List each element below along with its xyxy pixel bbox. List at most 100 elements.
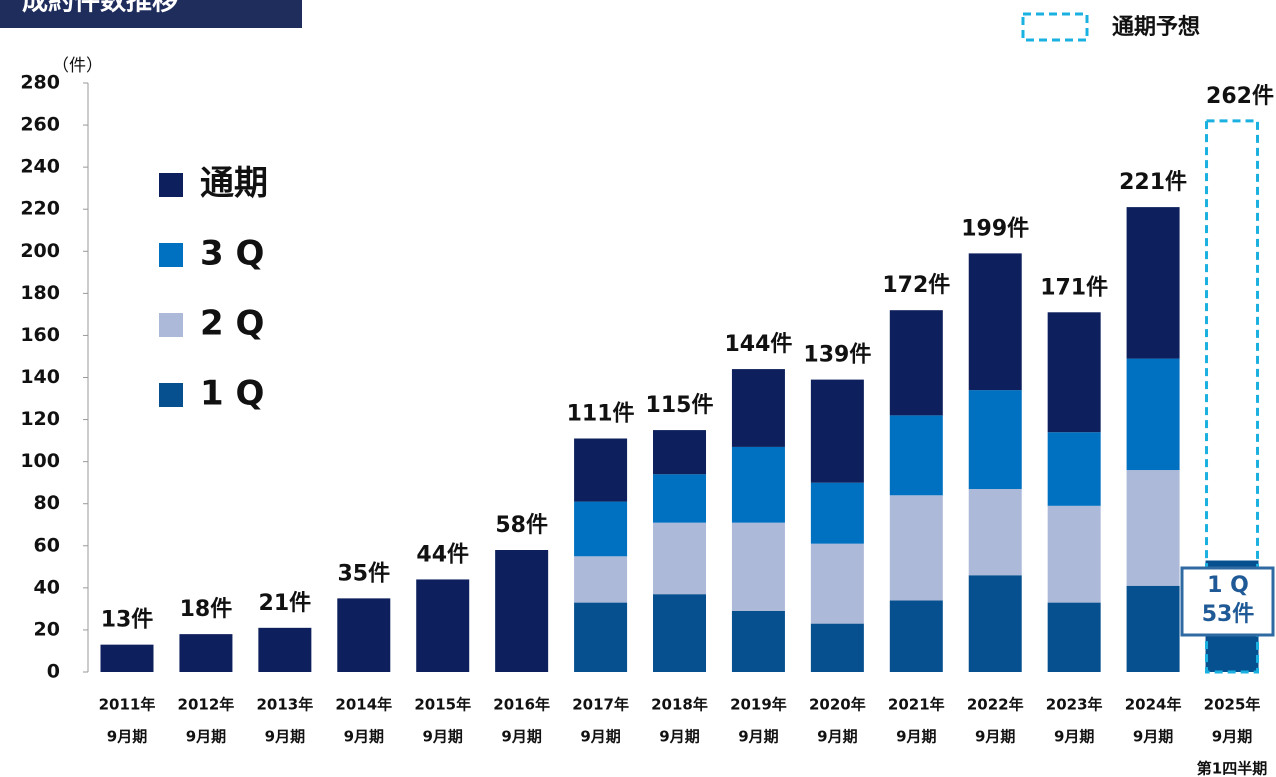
x-tick-label: 9月期: [265, 728, 305, 746]
x-tick-label: 2024年: [1125, 696, 1182, 714]
x-tick-label: 2021年: [888, 696, 945, 714]
y-tick-label: 60: [34, 534, 60, 556]
bar-segment: [810, 623, 864, 672]
x-tick-label: 2022年: [967, 696, 1024, 714]
q1-box-value: 53件: [1202, 602, 1255, 627]
x-tick-label: 9月期: [817, 728, 857, 746]
total-label: 35件: [337, 561, 390, 586]
x-tick-label: 9月期: [1054, 728, 1094, 746]
legend-swatch: [159, 383, 183, 407]
forecast-label: 262件: [1206, 84, 1274, 109]
x-tick-label: 第1四半期: [1197, 760, 1267, 777]
bar-segment: [574, 602, 628, 672]
y-tick-label: 140: [20, 366, 60, 388]
bar-segment: [968, 575, 1022, 672]
bar-segment: [1126, 358, 1180, 471]
bar-segment: [258, 627, 312, 672]
total-label: 139件: [803, 343, 871, 368]
x-tick-label: 9月期: [580, 728, 620, 746]
bar-segment: [1126, 585, 1180, 672]
bar-segment: [968, 488, 1022, 576]
forecast-bar: [1205, 119, 1260, 674]
bar-segment: [731, 446, 785, 523]
y-tick-label: 40: [34, 576, 60, 598]
x-tick-label: 9月期: [975, 728, 1015, 746]
x-tick-label: 2013年: [256, 696, 313, 714]
legend-label: 通期予想: [1112, 15, 1200, 40]
bar-segment: [653, 430, 707, 475]
x-tick-label: 9月期: [107, 728, 147, 746]
total-label: 58件: [495, 513, 548, 538]
bar-segment: [1047, 602, 1101, 672]
y-tick-label: 120: [20, 408, 60, 430]
legend-swatch: [1021, 12, 1089, 42]
x-tick-label: 9月期: [1133, 728, 1173, 746]
x-tick-label: 2011年: [99, 696, 156, 714]
total-label: 144件: [724, 332, 792, 357]
y-tick-label: 20: [34, 618, 60, 640]
x-tick-label: 9月期: [344, 728, 384, 746]
total-label: 172件: [882, 273, 950, 298]
bar-segment: [574, 556, 628, 603]
bar-segment: [810, 379, 864, 483]
bar-segment: [731, 369, 785, 447]
bar-segment: [100, 644, 154, 672]
chart-title: 成約件数推移: [22, 0, 178, 17]
bar-segment: [810, 482, 864, 544]
x-tick-label: 2020年: [809, 696, 866, 714]
y-tick-label: 80: [34, 492, 60, 514]
y-tick-label: 220: [20, 198, 60, 220]
x-tick-label: 2015年: [414, 696, 471, 714]
bar-segment: [574, 501, 628, 557]
total-label: 115件: [646, 393, 714, 418]
bar-segment: [1126, 207, 1180, 359]
x-tick-label: 2017年: [572, 696, 629, 714]
total-label: 171件: [1040, 275, 1108, 300]
bar-segment: [1047, 432, 1101, 506]
bar-segment: [731, 522, 785, 611]
q1-box: [1180, 566, 1275, 637]
y-tick-label: 280: [20, 72, 60, 94]
x-tick-label: 2025年: [1204, 696, 1261, 714]
bar-segment: [653, 522, 707, 595]
x-tick-label: 2016年: [493, 696, 550, 714]
bar-segment: [968, 390, 1022, 489]
bar-segment: [889, 600, 943, 672]
x-tick-label: 2012年: [178, 696, 235, 714]
legend-swatch: [159, 313, 183, 337]
bar-segment: [889, 415, 943, 496]
y-tick-label: 180: [20, 282, 60, 304]
x-tick-label: 2023年: [1046, 696, 1103, 714]
bar-segment: [889, 495, 943, 601]
total-label: 199件: [961, 216, 1029, 241]
bar-segment: [1126, 470, 1180, 586]
bar-segment: [731, 610, 785, 672]
total-label: 44件: [416, 542, 469, 567]
legend-swatch: [159, 243, 183, 267]
x-tick-label: 9月期: [738, 728, 778, 746]
bar-segment: [1047, 505, 1101, 603]
x-tick-label: 2014年: [335, 696, 392, 714]
bar-segment: [574, 438, 628, 502]
total-label: 18件: [180, 597, 233, 622]
total-label: 21件: [259, 591, 312, 616]
total-label: 221件: [1119, 170, 1187, 195]
total-label: 111件: [567, 402, 635, 427]
bar-segment: [179, 634, 233, 672]
y-tick-label: 240: [20, 156, 60, 178]
title-box: [0, 0, 302, 28]
x-tick-label: 9月期: [1212, 728, 1252, 746]
x-tick-label: 2018年: [651, 696, 708, 714]
bar-segment: [337, 598, 391, 672]
bar-segment: [495, 549, 549, 672]
q1-box-name: 1 Q: [1207, 573, 1249, 598]
y-tick-label: 260: [20, 114, 60, 136]
bar-segment: [1047, 312, 1101, 433]
y-unit: （件）: [52, 56, 103, 76]
legend-label: 通期: [200, 164, 268, 204]
x-tick-label: 2019年: [730, 696, 787, 714]
y-tick-label: 100: [20, 450, 60, 472]
bar-segment: [810, 543, 864, 624]
legend-label: 1 Q: [200, 374, 264, 414]
